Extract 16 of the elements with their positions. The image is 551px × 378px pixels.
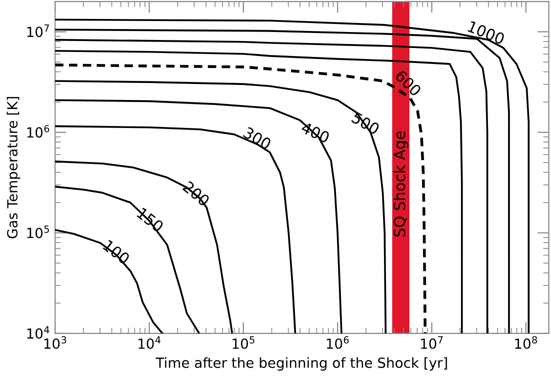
annotation: 1000 [467,20,506,45]
x-axis-title: Time after the beginning of the Shock [yr] [156,357,447,371]
y-tick-label: 10$^{4}$ [27,326,50,339]
y-axis-title: Gas Temperature [K] [6,97,20,238]
band-label: SQ Shock Age [393,131,408,237]
y-tick-label: 10$^{7}$ [27,24,49,38]
annotation: 600 [394,69,422,97]
x-tick-label: 10$^{5}$ [232,336,254,349]
x-tick-label: 10$^{4}$ [138,336,160,349]
x-tick-label: 10$^{6}$ [326,336,349,349]
y-tick-label: 10$^{6}$ [27,124,50,138]
x-tick-label: 10$^{3}$ [44,336,66,349]
x-tick-label: 10$^{8}$ [515,336,538,349]
x-tick-label: 10$^{7}$ [421,336,443,349]
annotation: 300 [242,126,272,150]
y-tick-label: 10$^{5}$ [27,226,49,238]
